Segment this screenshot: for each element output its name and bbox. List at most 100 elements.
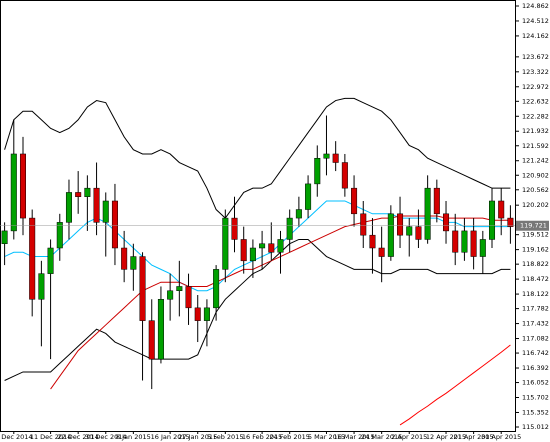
candle-body [56,222,63,249]
candle-body [121,247,128,270]
y-tick-label: 119.162 [522,246,549,254]
y-tick-label: 115.012 [522,423,549,431]
x-tick-label: 21 Apr 2015 [454,433,494,441]
y-tick-label: 124.162 [522,32,549,40]
candle-body [369,234,376,249]
y-tick-label: 117.782 [522,305,549,313]
x-tick-label: 2 Dec 2014 [0,433,32,441]
x-tick-label: 16 Mar 2015 [333,433,374,441]
y-tick-label: 116.392 [522,364,549,372]
last-price-box [516,220,549,231]
candle-body [461,230,468,253]
candle-body [176,286,183,291]
candle-body [167,290,174,300]
y-tick-label: 124.862 [522,2,549,10]
candle-body [259,243,266,249]
x-tick-label: 2 Apr 2015 [391,433,427,441]
candle-body [240,239,247,262]
candle-body [29,217,36,300]
indicator-line [4,238,511,381]
candle-body [397,213,404,236]
candle-body [360,213,367,236]
candle-body [185,286,192,309]
x-tick-label: 12 Apr 2015 [426,433,466,441]
candle-body [111,200,118,249]
y-tick-label: 119.512 [522,231,549,239]
y-tick-label: 122.282 [522,112,549,120]
candle-body [507,217,514,227]
candle-body [157,299,164,360]
candle-body [305,183,312,210]
candle-body [277,239,284,253]
y-tick-label: 116.052 [522,379,549,387]
candle-body [268,243,275,253]
candle-body [378,247,385,257]
y-tick-label: 120.902 [522,171,549,179]
x-tick-label: 24 Mar 2015 [361,433,402,441]
y-tick-label: 121.242 [522,157,549,165]
y-tick-label: 115.702 [522,394,549,402]
y-tick-label: 116.742 [522,349,549,357]
y-tick-label: 118.822 [522,260,549,268]
candle-body [443,213,450,232]
indicator-line [399,344,511,426]
candle-body [47,247,54,274]
y-tick-label: 117.432 [522,320,549,328]
candle-body [470,230,477,257]
candle-body [424,187,431,240]
candle-body [65,192,72,223]
candle-body [498,200,505,219]
x-tick-label: 8 Jan 2015 [116,433,151,441]
candle-body [10,153,17,232]
candle-body [1,230,8,244]
candle-body [75,192,82,197]
candle-body [139,256,146,321]
candle-body [93,187,100,223]
candle-body [489,200,496,240]
candle-body [351,187,358,215]
candle-body [415,226,422,240]
x-tick-label: 30 Dec 2014 [85,433,127,441]
candle-body [323,153,330,159]
y-tick-label: 123.672 [522,53,549,61]
y-tick-label: 122.972 [522,83,549,91]
x-tick-label: 16 Feb 2015 [242,433,282,441]
candle-body [194,307,201,321]
x-tick-label: 11 Dec 2014 [30,433,72,441]
x-tick-label: 5 Feb 2015 [207,433,243,441]
y-tick-label: 117.082 [522,335,549,343]
y-tick-label: 124.512 [522,17,549,25]
candle-body [213,269,220,309]
candle-body [295,209,302,219]
last-price-label: 119.721 [520,222,547,230]
candle-body [479,239,486,257]
x-tick-label: 5 Mar 2015 [308,433,345,441]
candle-body [19,153,27,219]
y-tick-label: 118.122 [522,290,549,298]
candle-body [332,153,339,163]
candle-body [314,157,321,185]
x-tick-label: 30 Apr 2015 [481,433,521,441]
candle-body [222,217,229,270]
y-tick-label: 120.562 [522,186,549,194]
y-tick-label: 122.632 [522,97,549,105]
candle-body [406,226,413,236]
candle-body [249,247,256,262]
x-tick-label: 27 Jan 2015 [178,433,217,441]
candle-body [38,273,45,300]
candle-body [130,256,137,270]
candle-body [452,230,459,253]
candle-body [102,200,109,223]
x-tick-label: 16 Jan 2015 [151,433,190,441]
candle-body [231,217,238,240]
y-tick-label: 118.472 [522,275,549,283]
x-tick-label: 24 Feb 2015 [269,433,309,441]
candle-body [286,217,293,240]
candle-body [341,162,348,189]
y-tick-label: 121.592 [522,142,549,150]
candle-body [148,320,155,360]
y-tick-label: 120.202 [522,201,549,209]
candle-body [203,307,210,321]
y-tick-label: 121.932 [522,127,549,135]
